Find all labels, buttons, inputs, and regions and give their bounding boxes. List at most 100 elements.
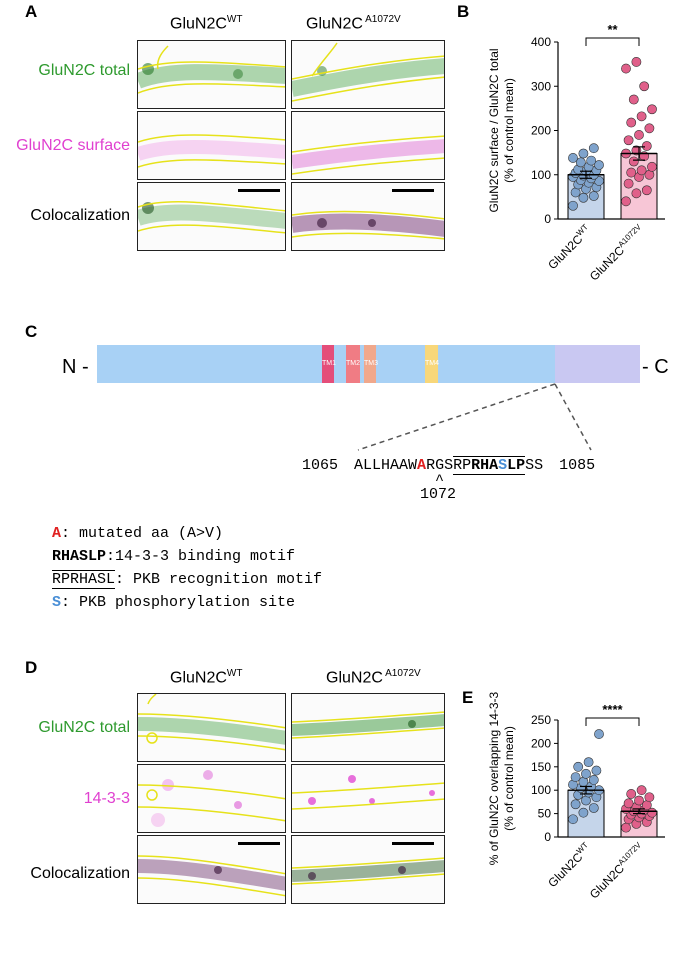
- micrograph-wt-partner-d: [137, 764, 286, 833]
- data-point: [626, 789, 637, 799]
- col-header-wt-d: GluN2CWT: [170, 668, 243, 687]
- n-terminus-label: N -: [62, 356, 89, 378]
- tm4-segment: TM4: [425, 345, 439, 383]
- sequence-line: 1065 ALLHAAWARGSRPRHASLPSS 1085: [302, 456, 596, 475]
- data-point: [641, 185, 652, 196]
- tm2-segment: TM2: [346, 345, 360, 383]
- scale-bar: [392, 842, 434, 845]
- data-point: [644, 123, 655, 134]
- data-point: [644, 792, 655, 803]
- mutation-position: 1072: [420, 486, 457, 503]
- data-point: [647, 104, 657, 115]
- data-point: [588, 803, 599, 813]
- legend-item-phospho: S: PKB phosphorylation site: [52, 594, 296, 611]
- micrograph-mut-total-a: [291, 40, 445, 109]
- data-point: [578, 807, 589, 818]
- data-point: [588, 191, 599, 201]
- x-tick-label: GluN2CA1072V: [586, 222, 647, 283]
- data-point: [631, 188, 642, 199]
- data-point: [636, 165, 647, 176]
- col-header-mutant-d: GluN2C A1072V: [326, 668, 421, 687]
- panel-label-e: E: [462, 688, 474, 707]
- panel-label-d: D: [25, 658, 38, 677]
- y-tick-label: 200: [531, 124, 551, 138]
- data-point: [628, 156, 639, 167]
- row-label-coloc-d: Colocalization: [30, 865, 130, 882]
- mutated-residue: A: [417, 457, 427, 474]
- chart-e: 0 50 100 150 200 250 % of GluN2C overlapping 1…: [487, 691, 665, 901]
- significance-bracket: [585, 717, 640, 726]
- data-point: [594, 160, 604, 170]
- data-point: [594, 729, 604, 739]
- data-point: [570, 772, 581, 782]
- data-point: [568, 200, 578, 211]
- data-point: [581, 768, 591, 779]
- phospho-site: S: [498, 457, 508, 474]
- data-point: [634, 795, 644, 806]
- row-label-total-a: GluN2C total: [38, 62, 130, 79]
- data-point: [578, 192, 589, 203]
- c-tail-bar: [555, 345, 640, 383]
- y-axis-label: (% of control mean): [502, 78, 516, 183]
- micrograph-mut-total-d: [291, 693, 445, 762]
- y-tick-label: 300: [531, 79, 551, 93]
- data-point: [623, 135, 634, 146]
- data-point: [586, 155, 597, 166]
- data-point: [623, 798, 634, 809]
- data-point: [575, 157, 586, 168]
- y-tick-label: 150: [531, 760, 551, 774]
- legend-item-binding: RHASLP:14-3-3 binding motif: [52, 548, 296, 565]
- micrograph-mut-partner-d: [291, 764, 445, 833]
- y-tick-label: 100: [531, 168, 551, 182]
- y-tick-label: 400: [531, 35, 551, 49]
- y-tick-label: 0: [544, 830, 551, 844]
- tm3-segment: TM3: [364, 345, 378, 383]
- scale-bar: [392, 189, 434, 192]
- panel-label-a: A: [25, 2, 38, 21]
- row-label-partner-d: 14-3-3: [83, 790, 130, 807]
- micrograph-wt-coloc-a: [137, 182, 286, 251]
- sequence-legend: A: mutated aa (A>V) RHASLP:14-3-3 bindin…: [52, 522, 322, 614]
- data-point: [647, 161, 657, 172]
- x-tick-label: GluN2CWT: [545, 222, 595, 272]
- micrograph-wt-total-a: [137, 40, 286, 109]
- data-point: [641, 141, 652, 151]
- micrograph-wt-coloc-d: [137, 835, 286, 904]
- data-point: [591, 765, 602, 776]
- data-point: [628, 94, 639, 105]
- data-point: [634, 130, 644, 140]
- data-point: [568, 153, 578, 163]
- data-point: [570, 799, 581, 810]
- row-label-surface-a: GluN2C surface: [16, 137, 130, 154]
- panel-label-c: C: [25, 322, 38, 341]
- data-point: [626, 117, 637, 128]
- col-header-wt-a: GluN2CWT: [170, 14, 243, 33]
- scale-bar: [238, 842, 280, 845]
- y-axis-label: GluN2C surface / GluN2C total: [487, 48, 501, 212]
- y-tick-label: 100: [531, 783, 551, 797]
- tm1-segment: TM1: [322, 345, 336, 383]
- micrograph-mut-surface-a: [291, 111, 445, 180]
- data-point: [583, 757, 594, 768]
- data-point: [626, 167, 637, 178]
- data-point: [636, 785, 647, 796]
- chart-b: 0 100 200 300 400 GluN2C surface / GluN2C tot…: [487, 22, 665, 283]
- y-axis-label: % of GluN2C overlapping 14-3-3: [487, 691, 501, 865]
- y-tick-label: 0: [544, 212, 551, 226]
- data-point: [588, 775, 599, 785]
- micrograph-wt-surface-a: [137, 111, 286, 180]
- micrograph-mut-coloc-a: [291, 182, 445, 251]
- micrograph-mut-coloc-d: [291, 835, 445, 904]
- row-label-coloc-a: Colocalization: [30, 207, 130, 224]
- row-label-total-d: GluN2C total: [38, 719, 130, 736]
- panel-label-b: B: [457, 2, 470, 21]
- data-point: [578, 148, 589, 159]
- data-point: [588, 143, 599, 154]
- legend-item-mutation: A: mutated aa (A>V): [52, 525, 224, 542]
- x-tick-label: GluN2CA1072V: [586, 840, 647, 901]
- data-point: [568, 814, 578, 825]
- x-tick-label: GluN2CWT: [545, 840, 595, 890]
- y-axis-label: (% of control mean): [502, 726, 516, 831]
- data-point: [573, 761, 584, 772]
- scale-bar: [238, 189, 280, 192]
